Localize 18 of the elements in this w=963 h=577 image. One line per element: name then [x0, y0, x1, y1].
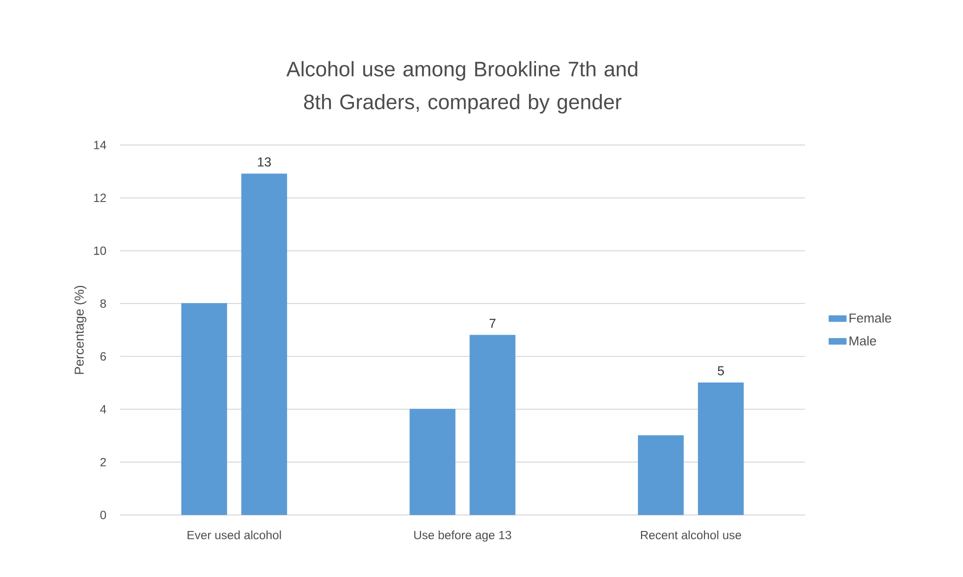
x-tick-label: Recent alcohol use	[640, 530, 742, 540]
y-axis-title: Percentage (%)	[74, 286, 86, 374]
legend-label: Female	[850, 313, 892, 323]
x-tick-label: Ever used alcohol	[188, 530, 281, 540]
y-tick-label: 2	[100, 458, 106, 466]
data-label: 7	[490, 318, 496, 328]
data-label: 13	[258, 157, 271, 167]
y-tick-label: 12	[94, 194, 106, 202]
y-tick-label: 4	[100, 405, 106, 414]
y-tick-label: 6	[100, 352, 106, 361]
y-tick-label: 8	[100, 299, 106, 308]
y-tick-label: 14	[94, 140, 106, 150]
y-tick-label: 0	[100, 510, 106, 520]
legend-label: Male	[850, 336, 876, 346]
y-tick-label: 10	[94, 246, 106, 255]
chart-title: Alcohol use among Brookline 7th and 8th Graders, compared by gender	[286, 61, 638, 114]
x-tick-label: Use before age 13	[414, 530, 512, 542]
data-label: 5	[718, 366, 724, 376]
